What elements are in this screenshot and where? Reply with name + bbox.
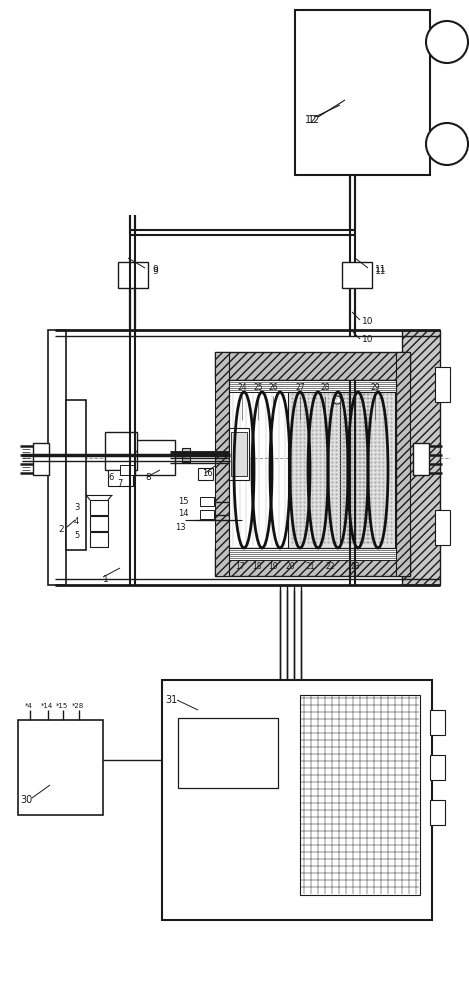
- Bar: [288, 392, 373, 548]
- Text: 21: 21: [305, 562, 315, 571]
- Bar: [135, 440, 175, 475]
- Text: 14: 14: [178, 510, 189, 518]
- Text: *28: *28: [72, 703, 84, 709]
- Bar: [178, 718, 278, 788]
- Bar: [413, 443, 429, 475]
- Text: 24: 24: [237, 383, 247, 392]
- Bar: [182, 448, 190, 462]
- Text: 13: 13: [175, 524, 186, 532]
- Bar: [200, 510, 214, 519]
- Bar: [430, 755, 445, 780]
- Bar: [229, 428, 249, 480]
- Text: 29: 29: [370, 383, 380, 392]
- Text: 10: 10: [362, 336, 373, 344]
- Text: *4: *4: [25, 703, 33, 709]
- Bar: [215, 352, 410, 380]
- Bar: [90, 532, 108, 547]
- Circle shape: [426, 123, 468, 165]
- Bar: [229, 380, 396, 392]
- Bar: [215, 548, 410, 576]
- Bar: [300, 695, 420, 895]
- Text: 11: 11: [375, 264, 386, 273]
- Text: 16: 16: [202, 470, 212, 479]
- Bar: [162, 680, 432, 920]
- Text: 30: 30: [20, 795, 32, 805]
- Text: 25: 25: [253, 383, 263, 392]
- Bar: [430, 710, 445, 735]
- Bar: [430, 800, 445, 825]
- Text: 15: 15: [178, 497, 189, 506]
- Bar: [48, 330, 66, 585]
- Text: 1: 1: [103, 576, 109, 584]
- Text: 22: 22: [325, 562, 335, 571]
- Text: 6: 6: [108, 474, 113, 483]
- Bar: [18, 720, 103, 815]
- Text: 27: 27: [295, 383, 305, 392]
- Text: 17: 17: [235, 562, 245, 571]
- Text: 20: 20: [285, 562, 295, 571]
- Text: 9: 9: [152, 264, 158, 273]
- Bar: [120, 465, 135, 475]
- Text: 4: 4: [74, 516, 79, 526]
- Bar: [90, 516, 108, 531]
- Bar: [402, 330, 440, 585]
- Bar: [90, 500, 108, 515]
- Text: 19: 19: [268, 562, 278, 571]
- Circle shape: [426, 21, 468, 63]
- Text: 28: 28: [320, 383, 330, 392]
- Bar: [396, 352, 410, 576]
- Bar: [105, 432, 137, 470]
- Text: 10: 10: [362, 318, 373, 326]
- Text: 26: 26: [268, 383, 278, 392]
- Bar: [342, 262, 372, 288]
- Text: 3: 3: [74, 504, 79, 512]
- Text: *14: *14: [41, 703, 53, 709]
- Text: *15: *15: [56, 703, 68, 709]
- Bar: [435, 367, 450, 402]
- Bar: [118, 262, 148, 288]
- Bar: [215, 352, 229, 576]
- Text: 12: 12: [308, 115, 320, 125]
- Text: 31: 31: [165, 695, 177, 705]
- Text: 12: 12: [305, 115, 318, 125]
- Bar: [340, 392, 395, 548]
- Bar: [229, 548, 396, 560]
- Bar: [231, 432, 247, 476]
- Bar: [33, 443, 49, 475]
- Bar: [66, 400, 86, 550]
- Bar: [198, 468, 213, 480]
- Text: 11: 11: [375, 266, 386, 275]
- Text: 7: 7: [117, 479, 122, 488]
- Bar: [295, 10, 430, 175]
- Bar: [435, 510, 450, 545]
- Bar: [108, 470, 133, 486]
- Text: 5: 5: [74, 530, 79, 540]
- Text: 8: 8: [145, 474, 151, 483]
- Text: 2: 2: [58, 526, 64, 534]
- Text: 9: 9: [152, 266, 158, 275]
- Text: 23: 23: [350, 562, 360, 571]
- Bar: [200, 497, 214, 506]
- Text: 18: 18: [252, 562, 262, 571]
- Circle shape: [333, 396, 341, 404]
